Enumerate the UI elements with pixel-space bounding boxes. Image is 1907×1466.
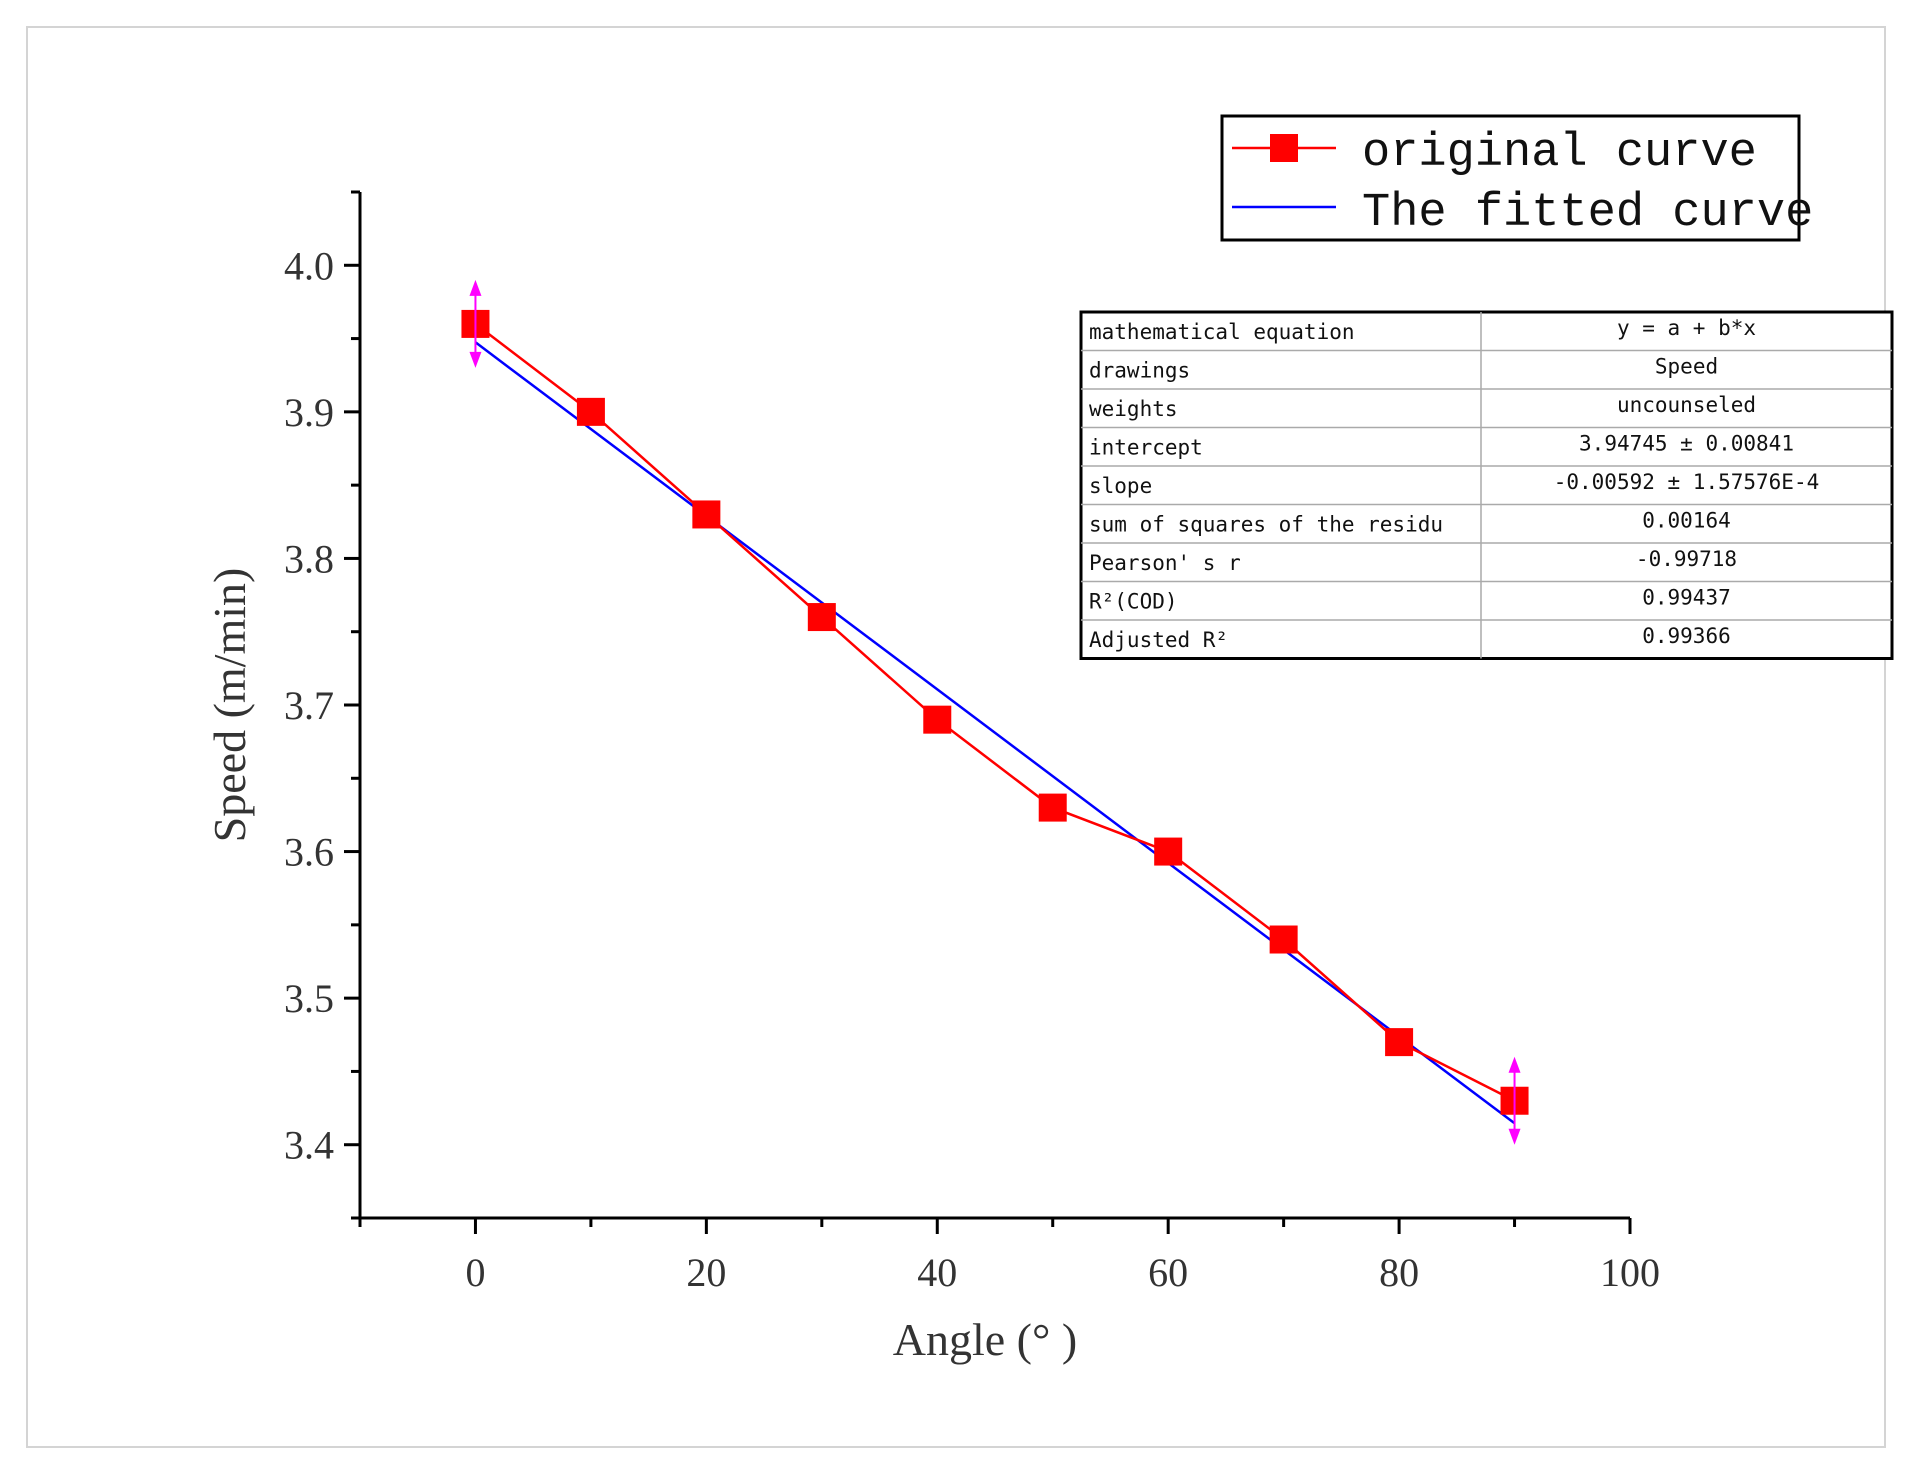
stats-row-value: -0.00592 ± 1.57576E-4 — [1554, 470, 1820, 494]
range-arrow-annotation — [469, 279, 482, 368]
original-data-point — [1038, 793, 1067, 822]
legend-box — [1220, 114, 1801, 242]
stats-row-value: 0.99366 — [1642, 624, 1731, 648]
range-arrow-up — [469, 279, 482, 296]
stats-row-label: intercept — [1089, 436, 1203, 460]
range-arrow-down — [1508, 1128, 1521, 1145]
stats-row-label: weights — [1089, 397, 1178, 421]
y-tick-label: 4.0 — [284, 243, 334, 288]
y-tick-label: 3.6 — [284, 830, 334, 875]
stats-row-value: Speed — [1655, 355, 1718, 379]
original-data-point — [807, 603, 836, 632]
ticks: 0 20 40 60 80 100 3.4 3.5 3.6 3.7 3.8 3.9 4.0 — [284, 190, 1660, 1295]
y-tick-label: 3.4 — [284, 1123, 334, 1168]
stats-row-value: -0.99718 — [1636, 547, 1737, 571]
stats-row-label: drawings — [1089, 359, 1190, 383]
original-curve-line — [474, 322, 1516, 1102]
stats-row-label: mathematical equation — [1089, 320, 1355, 344]
y-tick-label: 3.8 — [284, 536, 334, 581]
x-tick-label: 0 — [465, 1250, 485, 1295]
original-data-point — [576, 397, 605, 426]
range-arrow-up — [1508, 1056, 1521, 1073]
original-data-point — [1385, 1028, 1414, 1057]
fit-statistics-table: mathematical equation y = a + b*x drawings… — [1079, 310, 1894, 660]
x-tick-label: 100 — [1600, 1250, 1660, 1295]
range-arrow-annotation — [1508, 1056, 1521, 1145]
stats-row-label: R²(COD) — [1089, 590, 1178, 614]
stats-row-label: slope — [1089, 474, 1152, 498]
x-tick-label: 80 — [1379, 1250, 1419, 1295]
series-layer — [461, 279, 1529, 1145]
stats-row-label: Pearson' s r — [1089, 551, 1241, 575]
x-axis-title: Angle (° ) — [893, 1314, 1077, 1365]
x-tick-label: 20 — [686, 1250, 726, 1295]
stats-row-value: y = a + b*x — [1617, 316, 1756, 340]
x-tick-label: 40 — [917, 1250, 957, 1295]
x-tick-label: 60 — [1148, 1250, 1188, 1295]
y-tick-label: 3.7 — [284, 683, 334, 728]
y-tick-label: 3.5 — [284, 976, 334, 1021]
stats-row-value: 3.94745 ± 0.00841 — [1579, 432, 1794, 456]
range-arrow-down — [469, 351, 482, 368]
stats-row-value: 0.99437 — [1642, 586, 1731, 610]
stats-row-label: Adjusted R² — [1089, 628, 1228, 652]
original-data-point — [1269, 925, 1298, 954]
legend-fitted-label: The fitted curve — [1362, 187, 1813, 240]
original-data-point — [692, 500, 721, 529]
original-data-point — [923, 705, 952, 734]
stats-table-border — [1079, 310, 1894, 660]
y-axis-title: Speed (m/min) — [204, 568, 255, 843]
stats-row-value: 0.00164 — [1642, 509, 1731, 533]
legend-original-label: original curve — [1362, 127, 1757, 180]
stats-row-value: uncounseled — [1617, 393, 1756, 417]
original-data-point — [1154, 837, 1183, 866]
legend: original curve The fitted curve — [1220, 114, 1813, 242]
figure-frame — [26, 26, 1886, 1448]
legend-original-marker — [1270, 134, 1298, 162]
y-tick-label: 3.9 — [284, 390, 334, 435]
stats-row-label: sum of squares of the residu — [1089, 513, 1443, 537]
fitted-curve-line — [474, 341, 1516, 1125]
